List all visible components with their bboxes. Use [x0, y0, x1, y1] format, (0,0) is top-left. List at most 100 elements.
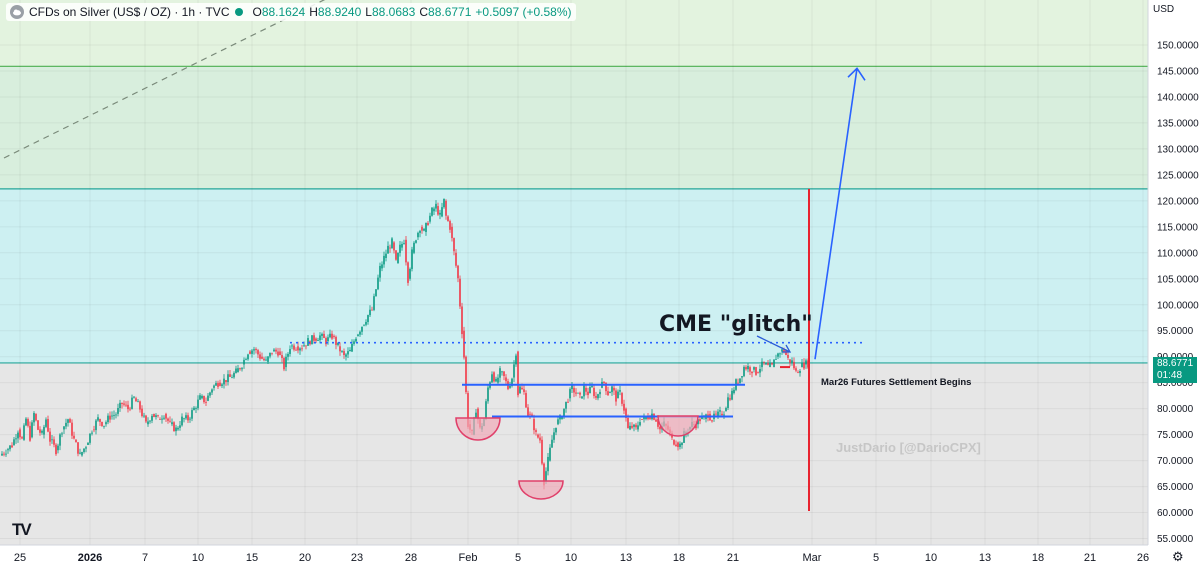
candle-body	[259, 354, 261, 359]
candle-body	[603, 381, 605, 383]
candle-body	[107, 415, 109, 423]
candle-body	[119, 402, 121, 408]
candle-body	[785, 350, 787, 355]
candle-body	[151, 415, 153, 421]
cup-pattern-left	[455, 417, 501, 441]
candle-body	[421, 226, 423, 231]
candle-body	[205, 402, 207, 403]
candle-body	[417, 232, 419, 238]
candle-body	[475, 412, 477, 418]
candle-body	[159, 419, 161, 420]
candle-body	[769, 363, 771, 368]
candle-body	[141, 408, 143, 417]
low-value: 88.0683	[371, 5, 416, 19]
candle-body	[103, 425, 105, 427]
candle-body	[741, 376, 743, 378]
candle-body	[227, 374, 229, 382]
time-tick-label: 5	[515, 552, 521, 564]
candle-body	[163, 417, 165, 419]
candle-body	[527, 407, 529, 416]
candle-body	[327, 337, 329, 342]
candle-body	[633, 424, 635, 427]
gear-icon[interactable]: ⚙	[1172, 549, 1184, 564]
high-value: 88.9240	[317, 5, 362, 19]
candle-body	[79, 452, 81, 454]
candle-body	[65, 422, 67, 427]
price-tick-label: 150.0000	[1157, 41, 1199, 52]
candle-body	[639, 422, 641, 426]
candle-body	[145, 415, 147, 422]
candle-body	[219, 382, 221, 386]
candle-body	[533, 419, 535, 431]
candle-body	[41, 430, 43, 433]
candle-body	[249, 351, 251, 354]
symbol-legend[interactable]: CFDs on Silver (US$ / OZ) · 1h · TVC O 88…	[6, 3, 576, 21]
glitch-annotation: CME "glitch"	[659, 312, 813, 337]
candle-body	[373, 296, 375, 310]
candle-body	[237, 368, 239, 373]
candle-body	[345, 354, 347, 357]
candle-body	[797, 372, 799, 374]
time-tick-label: 21	[727, 552, 739, 564]
candle-body	[677, 442, 679, 447]
candle-body	[461, 306, 463, 335]
candle-body	[781, 349, 783, 352]
candle-body	[645, 417, 647, 420]
currency-selector[interactable]: USD	[1153, 4, 1175, 15]
candle-body	[607, 391, 609, 396]
cup-pattern-middle	[518, 480, 564, 500]
candle-body	[189, 418, 191, 420]
candle-body	[465, 356, 467, 393]
symbol-title[interactable]: CFDs on Silver (US$ / OZ) · 1h · TVC	[29, 5, 230, 19]
candle-body	[631, 425, 633, 428]
candle-body	[267, 356, 269, 362]
candle-body	[89, 433, 91, 443]
price-tick-label: 115.0000	[1157, 222, 1198, 233]
market-status-dot	[235, 8, 244, 16]
candle-body	[405, 239, 407, 263]
candle-body	[83, 448, 85, 452]
candle-body	[537, 434, 539, 438]
candle-body	[419, 230, 421, 233]
candle-body	[553, 432, 555, 440]
candle-body	[755, 367, 757, 375]
candle-body	[619, 390, 621, 392]
candle-body	[193, 407, 195, 411]
time-tick-label: 13	[979, 552, 991, 564]
candle-body	[497, 377, 499, 383]
candle-body	[509, 385, 511, 388]
candle-body	[289, 349, 291, 354]
candle-body	[59, 434, 61, 446]
candle-body	[337, 342, 339, 345]
candle-body	[23, 425, 25, 440]
candle-body	[493, 372, 495, 382]
candle-body	[385, 253, 387, 258]
candle-body	[99, 419, 101, 422]
candle-body	[71, 422, 73, 436]
watermark-text: JustDario [@DarioCPX]	[836, 440, 981, 455]
projection-arrow-head	[847, 67, 866, 81]
open-value: 88.1624	[261, 5, 306, 19]
candle-body	[569, 389, 571, 399]
candle-body	[587, 391, 589, 396]
candle-body	[647, 417, 649, 420]
candle-body	[719, 410, 721, 412]
candle-body	[491, 374, 493, 383]
candle-body	[699, 419, 701, 422]
time-tick-label: Mar	[803, 552, 822, 564]
candle-body	[93, 429, 95, 431]
candle-body	[233, 372, 235, 378]
candle-body	[3, 453, 5, 455]
candle-body	[605, 382, 607, 392]
tradingview-logo[interactable]: TV	[12, 520, 32, 539]
candle-body	[589, 386, 591, 394]
time-tick-label: 10	[925, 552, 937, 564]
candle-body	[715, 413, 717, 415]
candle-body	[745, 367, 747, 370]
candle-body	[593, 387, 595, 397]
candle-body	[567, 401, 569, 403]
candle-body	[499, 368, 501, 378]
candle-body	[681, 442, 683, 446]
